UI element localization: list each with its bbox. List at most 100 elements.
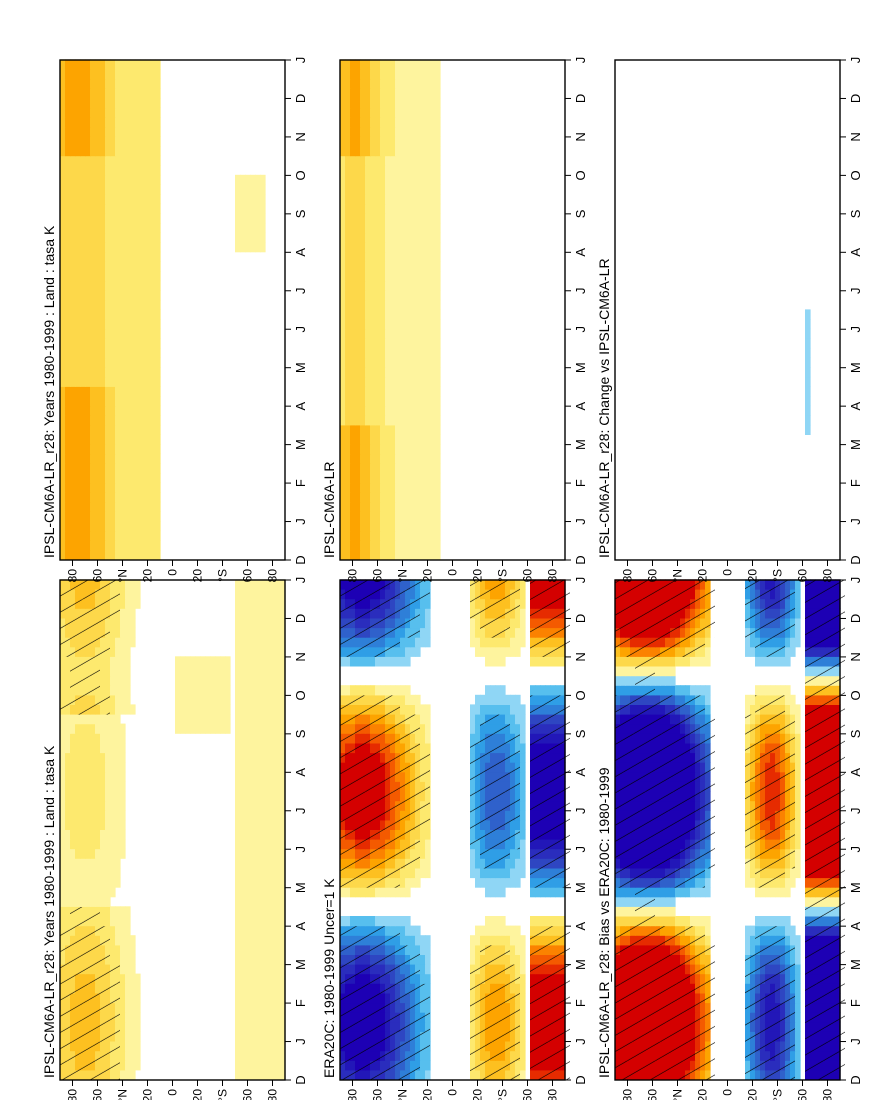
heat-cell [210, 714, 216, 725]
hatch-cell [90, 906, 100, 927]
heat-cell [345, 656, 351, 667]
hatch-cell [340, 829, 350, 850]
heat-cell [400, 656, 406, 667]
hatch-cell [370, 810, 380, 830]
heat-cell [795, 954, 801, 965]
heat-cell [195, 656, 201, 667]
heat-cell [785, 877, 791, 888]
hatch-cell [380, 637, 390, 657]
heat-cell [280, 944, 286, 955]
heat-cell [95, 800, 101, 811]
heat-cell [260, 858, 266, 869]
heat-cell [265, 656, 271, 667]
heat-cell [120, 819, 126, 830]
hatch-cell [550, 829, 560, 850]
heat-cell [235, 829, 241, 840]
heat-cell [370, 656, 376, 667]
heat-cell [270, 627, 276, 638]
heat-cell [65, 896, 71, 907]
hatch-cell [340, 1041, 350, 1061]
heat-cell [470, 617, 476, 629]
heat-cell [390, 685, 396, 696]
heat-cell [115, 810, 121, 821]
heat-cell [265, 723, 271, 734]
heat-cell [235, 935, 241, 946]
heat-cell [135, 973, 141, 984]
heat-cell [240, 800, 246, 811]
y-tick-label: °S [496, 1089, 510, 1100]
heat-cell [80, 858, 86, 869]
y-tick-label: 20 [191, 1089, 205, 1100]
heat-cell [130, 944, 136, 955]
heat-cell [100, 819, 106, 830]
heat-cell [80, 867, 86, 879]
hatch-cell [60, 580, 70, 600]
heat-cell [240, 963, 246, 975]
heat-cell [215, 685, 221, 696]
heat-cell [100, 896, 106, 907]
heat-cell [120, 838, 126, 850]
heat-cell [475, 627, 481, 638]
panel-title: ERA20C: 1980-1999 Uncer=1 K [321, 878, 337, 1078]
heat-cell [115, 742, 121, 754]
heat-cell [515, 617, 521, 629]
hatch-cell [370, 849, 380, 869]
heat-cell [680, 685, 686, 696]
heat-cell [520, 1041, 526, 1052]
hatch-cell [360, 1022, 370, 1042]
heat-cell [240, 983, 246, 994]
heat-cell [70, 848, 76, 859]
hatch-cell [60, 926, 70, 946]
heat-cell [280, 791, 286, 802]
heat-cell [420, 944, 426, 955]
hatch-cell [490, 1060, 500, 1080]
heat-cell [280, 858, 286, 869]
heat-cell [270, 762, 276, 773]
hatch-cell [500, 983, 510, 1004]
heat-cell [515, 723, 521, 734]
heat-cell [80, 810, 86, 821]
heat-cell [240, 589, 246, 600]
heat-cell [515, 858, 521, 869]
hatch-cell [470, 733, 480, 754]
hatch-cell [100, 580, 110, 600]
hatch-cell [390, 733, 400, 754]
heat-cell [250, 963, 256, 975]
hatch-cell [480, 618, 490, 638]
hatch-cell [480, 945, 490, 965]
heat-cell [235, 714, 241, 725]
heat-cell [410, 646, 416, 657]
heat-cell [520, 973, 526, 984]
hatch-cell [500, 772, 510, 792]
heat-cell [115, 838, 121, 850]
heat-cell [70, 742, 76, 754]
hatch-cell [410, 714, 420, 734]
hatch-cell [500, 1060, 510, 1080]
heat-cell [275, 598, 281, 609]
heat-cell [125, 598, 131, 609]
hatch-cell [70, 695, 80, 715]
heat-cell [265, 954, 271, 965]
heat-cell [110, 771, 116, 782]
heat-cell [185, 704, 191, 715]
heat-cell [95, 819, 101, 830]
heat-cell [100, 810, 106, 821]
heat-cell [100, 906, 106, 917]
heat-cell [505, 704, 511, 715]
heat-cell [270, 1002, 276, 1013]
heat-cell [255, 704, 261, 715]
heat-cell [260, 608, 266, 619]
heat-cell [65, 829, 71, 840]
heat-cell [680, 887, 686, 898]
hatch-cell [500, 810, 510, 830]
heat-cell [245, 877, 251, 888]
heat-cell [115, 829, 121, 840]
hatch-cell [550, 1060, 560, 1080]
heat-cell [270, 800, 276, 811]
heat-cell [520, 598, 526, 609]
heat-cell [545, 915, 551, 927]
heat-cell [245, 617, 251, 629]
heat-cell [120, 992, 126, 1004]
heat-cell [255, 675, 261, 686]
heat-cell [250, 877, 256, 888]
